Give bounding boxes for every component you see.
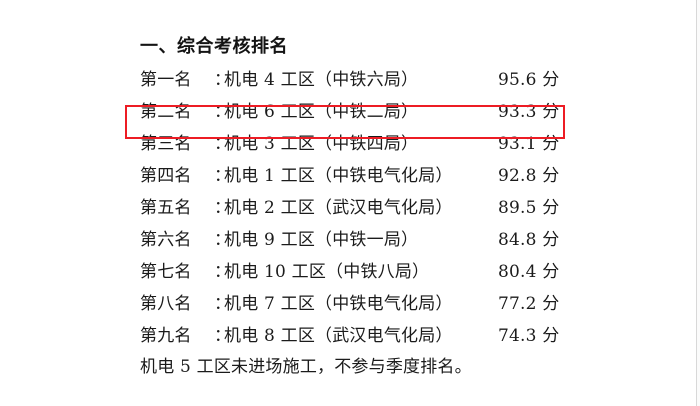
page-title: 一、综合考核排名 — [140, 36, 288, 56]
table-row: 第六名 ： 机电 9 工区（中铁一局） 84.8 分 — [140, 224, 570, 256]
page-edge-shadow — [697, 0, 700, 406]
team-name: 机电 1 工区（中铁电气化局） — [224, 166, 453, 186]
rank-colon: ： — [214, 230, 231, 250]
rank-colon: ： — [214, 326, 231, 346]
table-row: 第三名 ： 机电 3 工区（中铁四局） 93.1 分 — [140, 128, 570, 160]
rank-label: 第五名 — [140, 198, 192, 218]
score-value: 93.1 分 — [498, 134, 560, 154]
rank-label: 第一名 — [140, 70, 192, 90]
rank-colon: ： — [214, 262, 231, 282]
rank-label: 第八名 — [140, 294, 192, 314]
team-name: 机电 10 工区（中铁八局） — [224, 262, 430, 282]
table-row: 第七名 ： 机电 10 工区（中铁八局） 80.4 分 — [140, 256, 570, 288]
rank-label: 第九名 — [140, 326, 192, 346]
table-row: 第二名 ： 机电 6 工区（中铁二局） 93.3 分 — [140, 96, 570, 128]
score-value: 93.3 分 — [498, 102, 560, 122]
rank-colon: ： — [214, 134, 231, 154]
team-name: 机电 9 工区（中铁一局） — [224, 230, 419, 250]
team-name: 机电 6 工区（中铁二局） — [224, 102, 419, 122]
table-row: 第九名 ： 机电 8 工区（武汉电气化局） 74.3 分 — [140, 320, 570, 352]
score-value: 84.8 分 — [498, 230, 560, 250]
team-name: 机电 2 工区（武汉电气化局） — [224, 198, 453, 218]
rank-colon: ： — [214, 70, 231, 90]
table-row: 第四名 ： 机电 1 工区（中铁电气化局） 92.8 分 — [140, 160, 570, 192]
table-row: 第一名 ： 机电 4 工区（中铁六局） 95.6 分 — [140, 64, 570, 96]
rank-label: 第四名 — [140, 166, 192, 186]
score-value: 92.8 分 — [498, 166, 560, 186]
score-value: 77.2 分 — [498, 294, 560, 314]
footnote-text: 机电 5 工区未进场施工，不参与季度排名。 — [140, 357, 472, 377]
score-value: 74.3 分 — [498, 326, 560, 346]
page-edge-line — [696, 0, 697, 406]
rank-colon: ： — [214, 198, 231, 218]
rank-colon: ： — [214, 166, 231, 186]
ranking-list: 第一名 ： 机电 4 工区（中铁六局） 95.6 分 第二名 ： 机电 6 工区… — [140, 64, 570, 352]
rank-label: 第三名 — [140, 134, 192, 154]
rank-label: 第二名 — [140, 102, 192, 122]
score-value: 89.5 分 — [498, 198, 560, 218]
score-value: 95.6 分 — [498, 70, 560, 90]
rank-label: 第七名 — [140, 262, 192, 282]
score-value: 80.4 分 — [498, 262, 560, 282]
team-name: 机电 8 工区（武汉电气化局） — [224, 326, 453, 346]
team-name: 机电 3 工区（中铁四局） — [224, 134, 419, 154]
table-row: 第五名 ： 机电 2 工区（武汉电气化局） 89.5 分 — [140, 192, 570, 224]
team-name: 机电 4 工区（中铁六局） — [224, 70, 419, 90]
rank-label: 第六名 — [140, 230, 192, 250]
team-name: 机电 7 工区（中铁电气化局） — [224, 294, 453, 314]
rank-colon: ： — [214, 102, 231, 122]
rank-colon: ： — [214, 294, 231, 314]
table-row: 第八名 ： 机电 7 工区（中铁电气化局） 77.2 分 — [140, 288, 570, 320]
